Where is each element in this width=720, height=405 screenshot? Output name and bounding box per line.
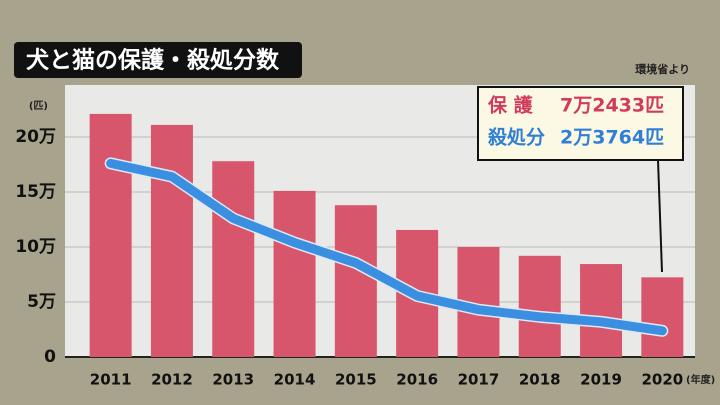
x-tick-label: 2020	[641, 371, 683, 389]
x-tick-label: 2015	[335, 371, 377, 389]
bar	[641, 277, 684, 357]
y-unit: (匹)	[29, 100, 48, 112]
line	[106, 158, 667, 336]
y-tick-label: 10万	[15, 237, 56, 257]
x-tick-label: 2019	[580, 371, 622, 389]
bar	[334, 205, 377, 357]
x-tick-label: 2013	[212, 371, 254, 389]
callout-value: 2万3764匹	[560, 127, 664, 149]
x-tick-label: 2011	[90, 371, 132, 389]
chart-title: 犬と猫の保護・殺処分数	[26, 47, 280, 74]
x-tick-label: 2012	[151, 371, 193, 389]
bar	[89, 113, 132, 358]
bar	[212, 161, 255, 357]
x-tick-label: 2014	[274, 371, 316, 389]
callout	[477, 86, 684, 161]
bar	[150, 124, 193, 358]
y-tick-label: 20万	[15, 127, 56, 147]
x-tick-label: 2017	[458, 371, 500, 389]
y-tick-label: 15万	[15, 182, 56, 202]
bar	[580, 264, 623, 357]
source: 環境省より	[635, 62, 690, 76]
x-unit: (年度)	[686, 373, 715, 386]
bar	[273, 190, 316, 357]
legend-label: 殺処分	[487, 126, 545, 149]
y-tick-label: 0	[44, 347, 56, 367]
bar	[518, 255, 561, 357]
legend-label: 保 護	[487, 94, 534, 117]
leader-line	[657, 159, 663, 273]
x-tick-label: 2018	[519, 371, 561, 389]
x-tick-label: 2016	[396, 371, 438, 389]
callout-value: 7万2433匹	[560, 95, 664, 117]
title-box	[14, 42, 302, 78]
y-tick-label: 5万	[27, 292, 56, 312]
